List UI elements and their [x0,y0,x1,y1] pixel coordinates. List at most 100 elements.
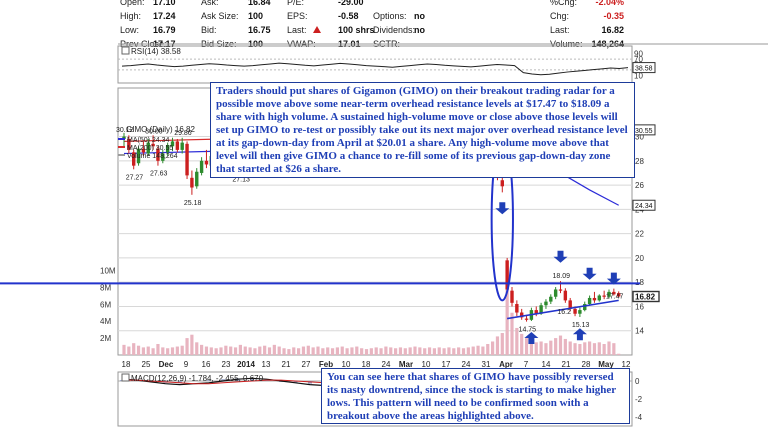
candle-body [549,296,553,302]
quote-label: Options: [373,11,407,21]
volume-bar [330,348,335,355]
quote-label: Bid: [201,25,217,35]
x-axis-tick-label: 10 [422,360,431,369]
volume-bar [442,348,446,355]
macd-histogram-bar [293,381,298,383]
volume-bar [272,344,276,355]
x-axis-tick-label: 18 [362,360,371,369]
candle-body [617,293,621,297]
volume-bar [534,342,538,355]
candle-body [539,305,543,314]
candle-body [592,297,597,301]
volume-bar [539,341,543,355]
candle-body [141,148,146,153]
volume-bar [306,345,310,355]
quote-label: Chg: [550,11,569,21]
candle-body [510,290,514,303]
quote-value: -0.35 [603,11,624,21]
x-axis-tick-label: Feb [319,360,333,369]
quote-label: Ask: [201,0,219,7]
annotation-note-top: Traders should put shares of Gigamon (GI… [210,82,635,178]
volume-bar [398,347,403,355]
volume-bar [214,348,218,355]
x-axis-tick-label: 16 [202,360,211,369]
macd-histogram-bar [206,380,211,381]
candle-body [199,160,204,173]
macd-tick-label: -4 [635,413,643,422]
candle-body [156,148,160,161]
volume-bar [461,348,466,355]
price-annotation: 29.86 [174,130,192,137]
volume-bar [316,346,320,355]
candle-body [132,152,136,166]
x-axis-tick-label: May [598,360,614,369]
candle-body [558,289,563,291]
candle-body [505,260,509,290]
candle-body [170,141,175,147]
price-annotation: 30.12 [116,127,134,134]
x-axis-tick-label: 25 [142,360,151,369]
price-value-box [632,290,660,303]
volume-bar [379,348,383,355]
quote-label: %Chg: [550,0,577,7]
candle-body [515,304,519,313]
x-axis-tick-label: 21 [282,360,291,369]
x-axis-tick-label: 17 [442,360,451,369]
price-annotation: 16.2 [557,309,571,316]
volume-bar [277,346,281,355]
volume-bar [427,347,432,355]
quote-value: 16.79 [153,25,176,35]
volume-bar [408,347,412,355]
volume-bar [384,346,388,355]
volume-bar [403,348,407,355]
volume-bar [267,347,272,355]
volume-bar [122,344,126,355]
x-axis-tick-label: 7 [524,360,529,369]
quote-value: -29.00 [338,0,364,7]
macd-histogram-bar [177,381,182,383]
volume-bar [583,342,587,355]
candle-body [607,291,611,297]
up-arrow-icon [572,328,587,341]
price-annotation: 18.09 [553,273,571,280]
volume-bar [471,346,475,355]
volume-bar [495,336,500,355]
candle-body [568,300,572,309]
up-arrow-icon [524,331,539,344]
macd-tick-label: 0 [635,377,640,386]
volume-bar [190,334,194,355]
volume-bar [360,348,364,355]
volume-bar [588,341,592,355]
rsi-tick-label: 90 [634,50,643,59]
macd-title: MACD(12,26,9) -1.784, -2.455, 0.670 [131,374,264,383]
volume-bar [175,346,179,355]
candle-body [534,310,538,314]
quote-label: EPS: [287,11,308,21]
quote-label: Dividends: [373,25,415,35]
price-annotation: 25.18 [184,200,202,207]
candle-body [175,141,180,150]
volume-bar [243,346,247,355]
price-annotation: 15.13 [572,322,590,329]
volume-bar [597,342,601,355]
volume-bar [592,343,597,355]
volume-bar [297,348,301,355]
volume-bar [248,347,252,355]
quote-label: Low: [120,25,139,35]
uptrend-line [507,299,619,320]
volume-bar [515,327,519,355]
rsi-tick-label: 10 [634,71,643,80]
volume-bar [602,344,606,355]
volume-bar [554,338,558,355]
volume-bar [568,341,572,355]
candle-body [602,295,606,297]
volume-tick-label: 2M [100,334,111,343]
quote-value: 16.84 [248,0,271,7]
volume-bar [146,346,150,355]
macd-histogram-bar [250,378,255,381]
volume-bar [524,338,529,355]
volume-bar [224,345,228,355]
rsi-toggle-icon [121,46,130,55]
volume-bar [394,348,398,355]
x-axis-tick-label: 21 [562,360,571,369]
